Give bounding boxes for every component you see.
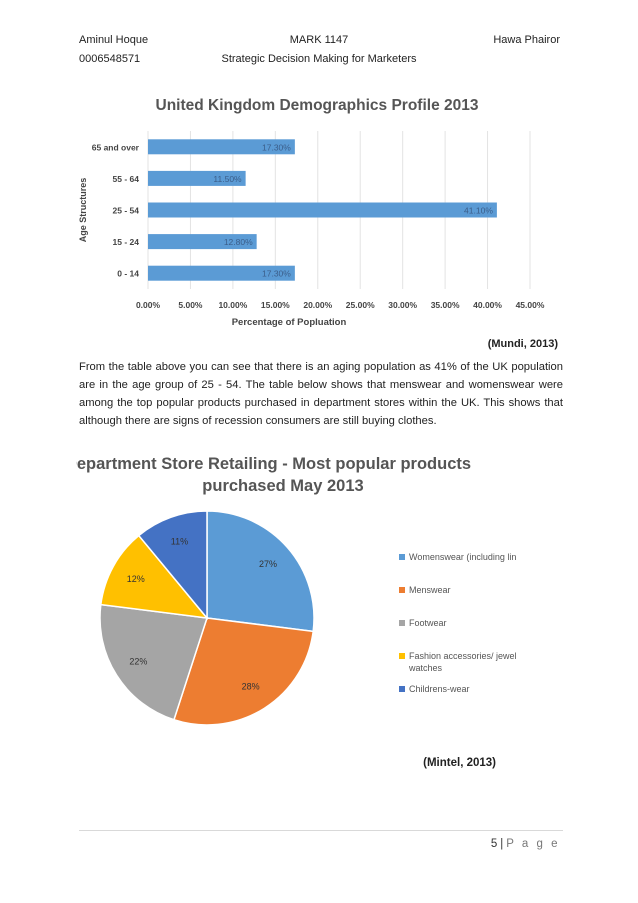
legend-label: Womenswear (including lingerie): [409, 552, 516, 562]
header-student-id: 0006548571: [79, 53, 141, 65]
pie-chart-source: (Mintel, 2013): [423, 757, 496, 769]
pie-slice: [172, 617, 314, 726]
pie-value-label: 11%: [171, 536, 188, 546]
bar-chart-category-label: 55 - 64: [113, 174, 140, 184]
bar-chart-category-label: 25 - 54: [113, 206, 140, 216]
bar-chart-title: United Kingdom Demographics Profile 2013: [156, 97, 479, 114]
pie-slice: [100, 534, 209, 619]
footer-divider: [79, 830, 563, 831]
legend-swatch: [399, 554, 405, 560]
pie-slice: [206, 510, 315, 633]
bar-chart-bar: [148, 139, 295, 155]
body-paragraph: From the table above you can see that th…: [79, 361, 563, 427]
pie-value-label: 28%: [242, 682, 260, 692]
bar-chart-bars: 17.30% 11.50% 41.10% 12.80% 17.30%: [148, 139, 497, 281]
bar-chart-source: (Mundi, 2013): [488, 338, 559, 350]
bar-chart-value-label: 17.30%: [262, 269, 291, 279]
bar-chart-tick-label: 40.00%: [473, 300, 502, 310]
bar-chart-bar: [148, 170, 246, 186]
bar-chart-tick-label: 15.00%: [261, 300, 290, 310]
legend-swatch: [399, 686, 405, 692]
bar-chart-ylabel: Age Structures: [78, 178, 88, 243]
header-author: Aminul Hoque: [79, 34, 149, 46]
bar-chart-tick-label: 10.00%: [218, 300, 247, 310]
legend-swatch: [399, 653, 405, 659]
page-number: 5: [490, 838, 498, 850]
bar-chart-tick-label: 5.00%: [178, 300, 203, 310]
bar-chart-category-labels: 65 and over 55 - 64 25 - 54 15 - 24 0 - 14: [92, 142, 140, 278]
header-course-title: Strategic Decision Making for Marketers: [221, 53, 417, 65]
footer-separator: |: [500, 838, 504, 850]
bar-chart-category-label: 65 and over: [92, 142, 140, 152]
popular-products-pie-chart: Department Store Retailing - Most popula…: [76, 455, 516, 769]
pie-chart-slices: [99, 510, 315, 726]
legend-label: Fashion accessories/ jewellery &watches: [408, 651, 516, 673]
pie-slice: [137, 510, 208, 621]
bar-chart-value-label: 12.80%: [224, 237, 253, 247]
header-partner: Hawa Phairor: [493, 34, 560, 46]
bar-chart-value-label: 41.10%: [464, 206, 493, 216]
pie-chart-legend: Womenswear (including lingerie) Menswear F…: [399, 552, 516, 694]
bar-chart-tick-labels: 0.00% 5.00% 10.00% 15.00% 20.00% 25.00% 30.00%…: [136, 300, 545, 310]
bar-chart-category-label: 15 - 24: [113, 237, 140, 247]
bar-chart-bar: [148, 234, 257, 250]
bar-chart-bar: [148, 202, 497, 218]
pie-value-label: 22%: [129, 657, 147, 667]
legend-label: Menswear: [409, 585, 451, 595]
bar-chart-tick-label: 0.00%: [136, 300, 161, 310]
bar-chart-xlabel: Percentage of Popluation: [232, 317, 347, 328]
bar-chart-tick-label: 30.00%: [388, 300, 417, 310]
bar-chart-bar: [148, 265, 295, 281]
page-word: P a g e: [506, 838, 560, 850]
bar-chart-tick-label: 45.00%: [516, 300, 545, 310]
bar-chart-tick-label: 25.00%: [346, 300, 375, 310]
pie-slice: [99, 603, 208, 721]
legend-swatch: [399, 620, 405, 626]
bar-chart-tick-label: 20.00%: [303, 300, 332, 310]
pie-chart-title-line2: purchased May 2013: [202, 477, 363, 495]
legend-swatch: [399, 587, 405, 593]
legend-label: Childrens-wear: [409, 684, 470, 694]
bar-chart-tick-label: 35.00%: [431, 300, 460, 310]
pie-chart-title-line1: Department Store Retailing - Most popula…: [76, 455, 471, 473]
bar-chart-value-label: 11.50%: [213, 174, 242, 184]
header-course-code: MARK 1147: [289, 34, 349, 46]
page-footer: 5 | P a g e: [491, 838, 560, 850]
bar-chart-category-label: 0 - 14: [117, 269, 139, 279]
pie-value-label: 12%: [127, 574, 145, 584]
demographics-bar-chart: United Kingdom Demographics Profile 2013…: [78, 97, 559, 350]
pie-value-label: 27%: [259, 559, 277, 569]
pie-chart-value-labels: 27% 28% 22% 12% 11%: [127, 536, 277, 691]
legend-label: Footwear: [409, 618, 447, 628]
bar-chart-value-label: 17.30%: [262, 142, 291, 152]
